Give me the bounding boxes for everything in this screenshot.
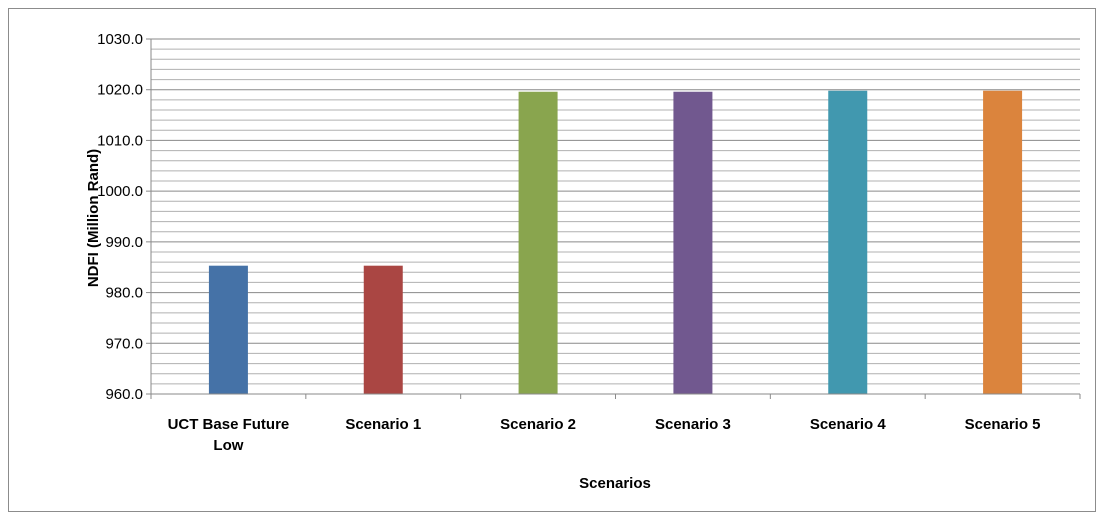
x-tick-label-line: Scenario 3 [655, 416, 731, 433]
bar [983, 90, 1023, 394]
y-tick-label: 970.0 [105, 335, 143, 352]
x-tick-label-line: UCT Base Future [168, 416, 290, 433]
y-tick-labels: 960.0 970.0 980.0 990.0 1000.0 1010.0 1020.0 10… [97, 31, 143, 403]
x-tick-label-line: Scenario 4 [810, 416, 887, 433]
x-tick-label-line: Scenario 1 [345, 416, 421, 433]
y-tick-label: 1000.0 [97, 183, 143, 200]
x-tick-label-line: Scenario 5 [965, 416, 1041, 433]
bar [363, 265, 403, 394]
gridlines [151, 38, 1080, 385]
bars [208, 90, 1023, 394]
x-tick-label: Scenario 3 [655, 416, 731, 433]
x-tick-label: Scenario 4 [810, 416, 887, 433]
x-tick-label: Scenario 5 [965, 416, 1041, 433]
x-tick-label-line: Low [213, 437, 243, 454]
x-tick-label-line: Scenario 2 [500, 416, 576, 433]
bar [673, 91, 713, 394]
x-tick-labels: UCT Base Future Low Scenario 1 Scenario 2 Sc… [168, 416, 1041, 454]
y-tick-label: 960.0 [105, 386, 143, 403]
y-tick-label: 1010.0 [97, 132, 143, 149]
y-tick-label: 990.0 [105, 234, 143, 251]
bar [208, 265, 248, 394]
x-tick-label: Scenario 1 [345, 416, 421, 433]
y-tick-label: 1030.0 [97, 31, 143, 48]
x-axis-title: Scenarios [579, 475, 651, 492]
y-tick-label: 1020.0 [97, 82, 143, 99]
x-tick-label: UCT Base Future Low [168, 416, 290, 454]
bar [518, 91, 558, 394]
y-tick-label: 980.0 [105, 285, 143, 302]
x-tick-label: Scenario 2 [500, 416, 576, 433]
bar [828, 90, 868, 394]
axes [146, 38, 1081, 399]
y-axis-title: NDFI (Million Rand) [85, 149, 102, 287]
